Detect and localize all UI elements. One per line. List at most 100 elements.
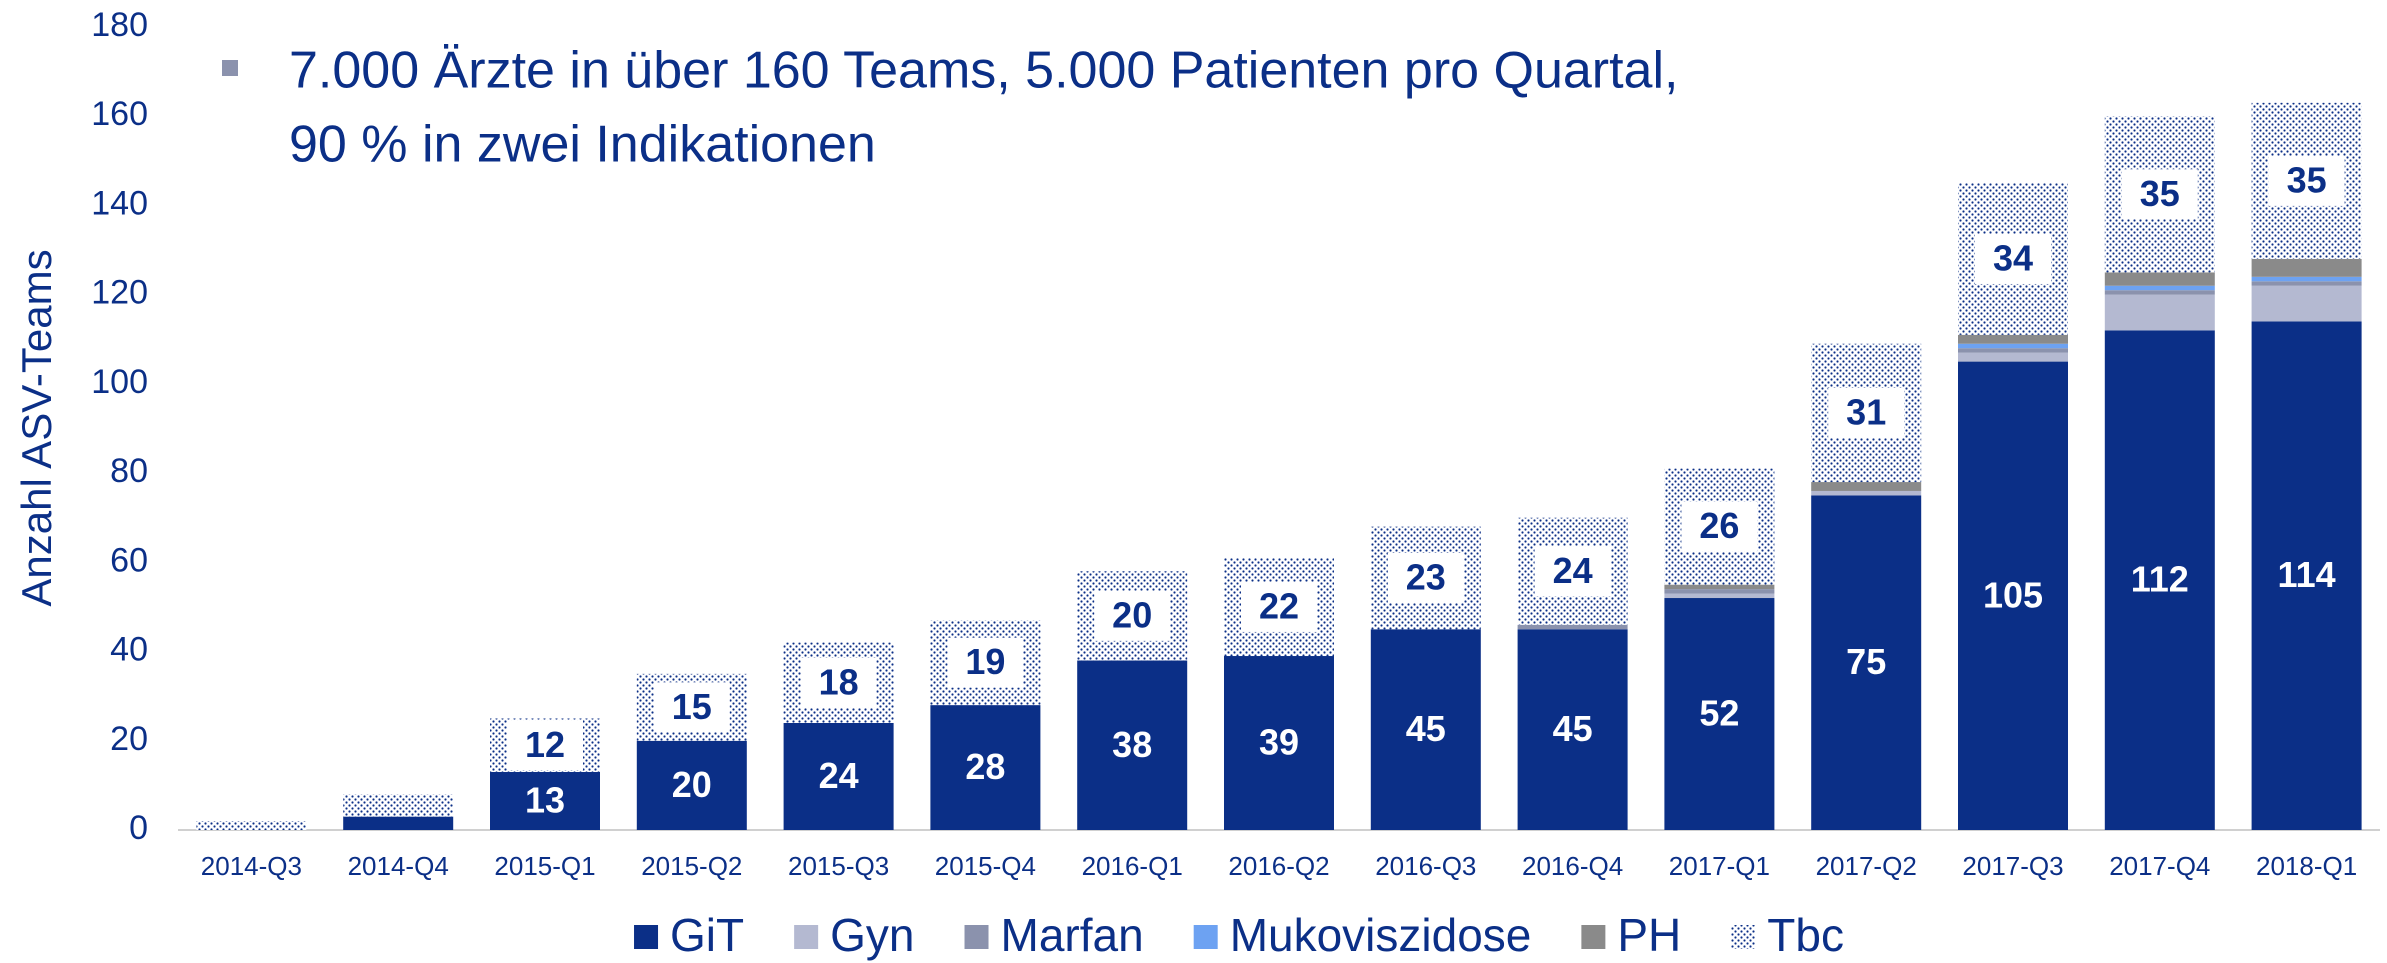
bar-segment [1958, 334, 2068, 344]
value-label: 105 [1983, 574, 2043, 615]
bar-segment [1958, 348, 2068, 353]
value-label: 20 [672, 764, 712, 805]
x-tick-label: 2015-Q3 [788, 851, 889, 881]
value-label: 31 [1846, 391, 1886, 432]
x-tick-label: 2016-Q2 [1228, 851, 1329, 881]
value-label: 35 [2287, 159, 2327, 200]
label-box [1387, 552, 1464, 603]
value-label: 34 [1993, 237, 2033, 278]
y-tick-label: 180 [91, 6, 148, 44]
bar-segment [1811, 482, 1922, 491]
value-label: 35 [2140, 173, 2180, 214]
y-tick-label: 20 [110, 720, 148, 758]
y-tick-label: 60 [110, 541, 148, 579]
annotation: 7.000 Ärzte in über 160 Teams, 5.000 Pat… [289, 42, 1678, 100]
legend-swatch [964, 925, 989, 949]
bar-segment [2251, 281, 2362, 286]
bar-segment [2104, 272, 2215, 286]
bar-segment [1664, 584, 1775, 590]
label-box [1241, 581, 1317, 632]
y-tick-label: 100 [91, 363, 148, 401]
label-box [507, 720, 583, 771]
legend-swatch [634, 925, 659, 949]
bar-segment [196, 821, 307, 830]
bar-segment [1517, 624, 1628, 630]
x-tick-label: 2017-Q4 [2109, 851, 2210, 881]
legend-swatch [1731, 925, 1756, 949]
x-tick-label: 2017-Q2 [1816, 851, 1917, 881]
value-label: 39 [1259, 722, 1299, 763]
bar-segment [930, 705, 1041, 830]
value-label: 28 [965, 746, 1005, 787]
legend-label: Gyn [830, 909, 914, 961]
bar-segment [783, 722, 894, 830]
bar-segment [2251, 258, 2362, 277]
value-label: 22 [1259, 585, 1299, 626]
x-tick-label: 2015-Q1 [494, 851, 595, 881]
bar-segment [1811, 495, 1922, 830]
value-label: 114 [2278, 554, 2336, 595]
legend-swatch [794, 925, 819, 949]
y-tick-label: 80 [110, 452, 148, 490]
legend-label: Marfan [1001, 909, 1144, 961]
x-tick-label: 2015-Q2 [641, 851, 742, 881]
bar-segment [2251, 285, 2362, 322]
value-label: 75 [1846, 641, 1886, 682]
label-box [653, 682, 730, 733]
value-label: 52 [1699, 693, 1739, 734]
legend-swatch [1193, 925, 1218, 949]
value-label: 12 [525, 724, 565, 765]
y-axis-label: Anzahl ASV-Teams [13, 249, 60, 606]
y-tick-label: 0 [129, 809, 148, 847]
bar-segment [636, 740, 747, 830]
value-label: 18 [819, 661, 859, 702]
bar-segment [1958, 343, 2068, 349]
y-tick-label: 120 [91, 274, 148, 312]
legend-label: PH [1617, 909, 1681, 961]
label-box [2121, 169, 2198, 220]
bar-segment [2104, 285, 2215, 291]
label-box [1534, 546, 1611, 597]
bar-segment [2104, 290, 2215, 295]
value-label: 13 [525, 780, 565, 821]
value-label: 19 [965, 641, 1005, 682]
value-label: 15 [672, 686, 712, 727]
value-label: 24 [819, 755, 859, 796]
label-box [1094, 590, 1171, 641]
bar-segment [1224, 656, 1334, 830]
x-tick-label: 2018-Q1 [2256, 851, 2357, 881]
value-label: 112 [2131, 559, 2189, 600]
label-box [947, 637, 1024, 688]
bar-segment [2104, 330, 2215, 830]
bar-segment [490, 772, 600, 830]
y-tick-label: 140 [91, 184, 148, 222]
bar-segment [1958, 361, 2068, 830]
bar-segment [1664, 598, 1775, 830]
value-label: 23 [1406, 556, 1446, 597]
label-box [1828, 387, 1905, 438]
bar-segment [1517, 629, 1628, 830]
bar-segment [2251, 276, 2362, 282]
bar-segment [343, 816, 454, 830]
label-box [2268, 155, 2345, 206]
legend-label: Mukoviszidose [1230, 909, 1532, 961]
legend-label: GiT [670, 909, 744, 961]
value-label: 38 [1112, 724, 1152, 765]
x-tick-label: 2014-Q4 [348, 851, 449, 881]
value-label: 20 [1112, 594, 1152, 635]
value-label: 45 [1553, 708, 1593, 749]
bar-segment [343, 794, 454, 817]
label-box [1681, 501, 1758, 552]
x-tick-label: 2016-Q4 [1522, 851, 1623, 881]
label-box [1975, 233, 2051, 284]
x-tick-label: 2014-Q3 [201, 851, 302, 881]
legend-label: Tbc [1767, 909, 1844, 961]
x-tick-label: 2016-Q1 [1082, 851, 1183, 881]
label-box [800, 657, 877, 708]
bar-segment [1077, 660, 1188, 830]
x-tick-label: 2016-Q3 [1375, 851, 1476, 881]
x-tick-label: 2017-Q3 [1962, 851, 2063, 881]
bar-segment [1664, 593, 1775, 599]
annotation: 90 % in zwei Indikationen [289, 116, 876, 174]
